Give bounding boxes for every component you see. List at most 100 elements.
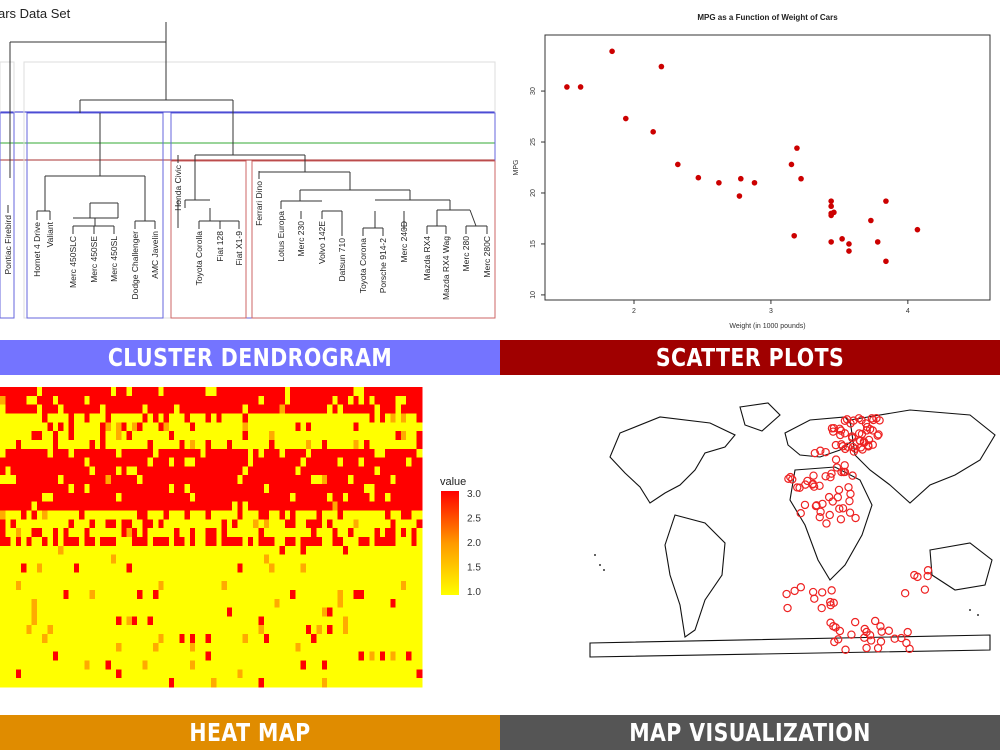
heatmap-cell — [195, 501, 201, 511]
heatmap-cell — [374, 439, 381, 450]
heatmap-cell — [327, 572, 333, 582]
heatmap-cell — [31, 572, 38, 582]
heatmap-cell — [327, 528, 333, 538]
heatmap-cell — [284, 660, 291, 670]
heatmap-cell — [311, 616, 317, 626]
heatmap-cell — [73, 554, 80, 564]
heatmap-cell — [110, 616, 117, 626]
heatmap-cell — [137, 581, 143, 591]
heatmap-cell — [94, 634, 101, 644]
heatmap-cell — [321, 510, 328, 520]
heatmap-cell — [89, 572, 96, 582]
heatmap-cell — [168, 678, 175, 688]
heatmap-cell — [237, 439, 244, 450]
heatmap-cell — [58, 625, 64, 635]
heatmap-cell — [258, 642, 265, 653]
heatmap-cell — [290, 492, 296, 503]
heatmap-cell — [205, 528, 212, 538]
heatmap-cell — [152, 642, 159, 653]
heatmap-cell — [406, 492, 412, 503]
heatmap-cell — [58, 669, 64, 679]
map-marker — [826, 600, 835, 610]
heatmap-cell — [295, 581, 302, 591]
heatmap-cell — [174, 642, 180, 653]
heatmap-cell — [15, 678, 22, 688]
heatmap-cell — [15, 607, 22, 617]
heatmap-cell — [321, 387, 328, 397]
heatmap-cell — [258, 448, 265, 458]
heatmap-cell — [105, 598, 112, 608]
heatmap-cell — [142, 660, 149, 670]
heatmap-cell — [58, 642, 64, 653]
heatmap-cell — [379, 678, 386, 688]
heatmap-cell — [232, 448, 238, 458]
heatmap-cell — [100, 625, 106, 635]
heatmap-cell — [411, 554, 418, 564]
heatmap-cell — [179, 625, 186, 635]
heatmap-cell — [416, 457, 423, 467]
heatmap-cell — [116, 492, 122, 503]
heatmap-cell — [342, 563, 349, 573]
heatmap-cell — [94, 554, 101, 564]
heatmap-cell — [411, 563, 418, 573]
heatmap-cell — [73, 545, 80, 556]
heatmap-cell — [311, 528, 317, 538]
heatmap-cell — [137, 413, 143, 423]
heatmap-cell — [316, 537, 323, 547]
dendrogram-box — [251, 160, 496, 319]
heatmap-cell — [58, 413, 64, 423]
heatmap-cell — [189, 387, 196, 397]
heatmap-cell — [300, 528, 307, 538]
heatmap-cell — [242, 554, 249, 564]
heatmap-cell — [84, 466, 91, 476]
heatmap-cell — [168, 510, 175, 520]
heatmap-cell — [5, 466, 11, 476]
heatmap-cell — [385, 545, 391, 556]
heatmap-cell — [247, 554, 254, 564]
heatmap-cell — [168, 642, 175, 653]
heatmap-cell — [300, 545, 307, 556]
heatmap-cell — [279, 660, 286, 670]
heatmap-cell — [100, 422, 106, 432]
heatmap-cell — [179, 484, 186, 494]
heatmap-cell — [152, 519, 159, 529]
heatmap-cell — [363, 510, 370, 520]
heatmap-cell — [400, 395, 407, 406]
heatmap-cell — [247, 651, 254, 661]
heatmap-cell — [284, 457, 291, 467]
heatmap-cell — [311, 387, 317, 397]
heatmap-cell — [126, 501, 133, 511]
world-map — [589, 402, 996, 658]
heatmap-cell — [52, 395, 59, 406]
heatmap-cell — [269, 448, 275, 458]
heatmap-cell — [411, 439, 418, 450]
heatmap-cell — [221, 598, 228, 608]
heatmap-cell — [305, 519, 312, 529]
heatmap-cell — [15, 492, 22, 503]
heatmap-cell — [406, 457, 412, 467]
heatmap-cell — [258, 484, 265, 494]
heatmap-cell — [131, 563, 138, 573]
heatmap-cell — [385, 413, 391, 423]
heatmap-cell — [300, 484, 307, 494]
heatmap-cell — [63, 625, 69, 635]
heatmap-cell — [31, 501, 38, 511]
heatmap-cell — [400, 634, 407, 644]
heatmap-cell — [174, 572, 180, 582]
heatmap-cell — [332, 589, 338, 600]
heatmap-cell — [348, 598, 354, 608]
map-marker — [793, 483, 802, 492]
heatmap-cell — [21, 492, 27, 503]
heatmap-cell — [5, 528, 11, 538]
heatmap-cell — [242, 395, 249, 406]
heatmap-cell — [79, 510, 85, 520]
heatmap-cell — [369, 431, 375, 441]
map-marker — [796, 509, 805, 518]
heatmap-cell — [416, 625, 423, 635]
heatmap-cell — [47, 572, 54, 582]
heatmap-cell — [0, 475, 6, 485]
heatmap-cell — [21, 678, 27, 688]
heatmap-cell — [68, 395, 75, 406]
heatmap-cell — [10, 678, 17, 688]
heatmap-cell — [295, 660, 302, 670]
